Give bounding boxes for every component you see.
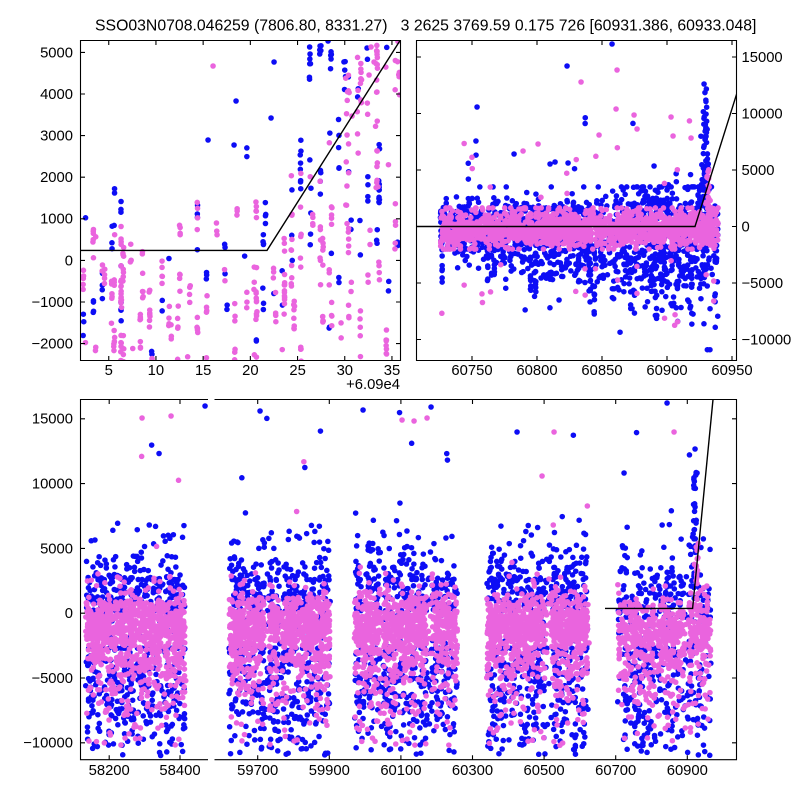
- svg-text:15000: 15000: [32, 412, 73, 428]
- svg-text:59700: 59700: [237, 763, 278, 779]
- svg-text:−10000: −10000: [742, 332, 792, 348]
- svg-text:15: 15: [195, 363, 211, 379]
- svg-text:1000: 1000: [40, 212, 73, 228]
- svg-text:60950: 60950: [711, 363, 752, 379]
- svg-text:60900: 60900: [667, 763, 708, 779]
- svg-text:20: 20: [242, 363, 258, 379]
- svg-text:4000: 4000: [40, 87, 73, 103]
- svg-text:60100: 60100: [380, 763, 421, 779]
- svg-text:30: 30: [337, 363, 353, 379]
- svg-text:60900: 60900: [646, 363, 687, 379]
- svg-text:60300: 60300: [452, 763, 493, 779]
- svg-text:+6.09e4: +6.09e4: [346, 377, 400, 393]
- svg-text:59900: 59900: [309, 763, 350, 779]
- svg-text:5000: 5000: [40, 45, 73, 61]
- svg-text:0: 0: [65, 606, 73, 622]
- svg-text:35: 35: [384, 363, 400, 379]
- svg-text:5000: 5000: [742, 163, 775, 179]
- svg-text:10000: 10000: [742, 106, 783, 122]
- svg-text:0: 0: [65, 253, 73, 269]
- svg-text:0: 0: [742, 219, 750, 235]
- svg-text:−5000: −5000: [31, 671, 73, 687]
- svg-text:3000: 3000: [40, 129, 73, 145]
- svg-text:60500: 60500: [524, 763, 565, 779]
- svg-text:−10000: −10000: [23, 736, 73, 752]
- svg-text:60750: 60750: [451, 363, 492, 379]
- svg-text:SSO03N0708.046259 (7806.80, 83: SSO03N0708.046259 (7806.80, 8331.27) 3 2…: [95, 17, 756, 34]
- svg-text:5000: 5000: [40, 541, 73, 557]
- svg-text:58400: 58400: [159, 763, 200, 779]
- svg-text:58200: 58200: [89, 763, 130, 779]
- svg-text:60800: 60800: [516, 363, 557, 379]
- svg-text:60700: 60700: [595, 763, 636, 779]
- svg-text:10: 10: [148, 363, 164, 379]
- svg-text:25: 25: [289, 363, 305, 379]
- svg-text:60850: 60850: [581, 363, 622, 379]
- svg-text:15000: 15000: [742, 50, 783, 66]
- svg-text:2000: 2000: [40, 170, 73, 186]
- svg-text:−2000: −2000: [31, 337, 73, 353]
- svg-text:−1000: −1000: [31, 295, 73, 311]
- svg-text:−5000: −5000: [742, 276, 784, 292]
- svg-text:10000: 10000: [32, 477, 73, 493]
- svg-text:5: 5: [105, 363, 113, 379]
